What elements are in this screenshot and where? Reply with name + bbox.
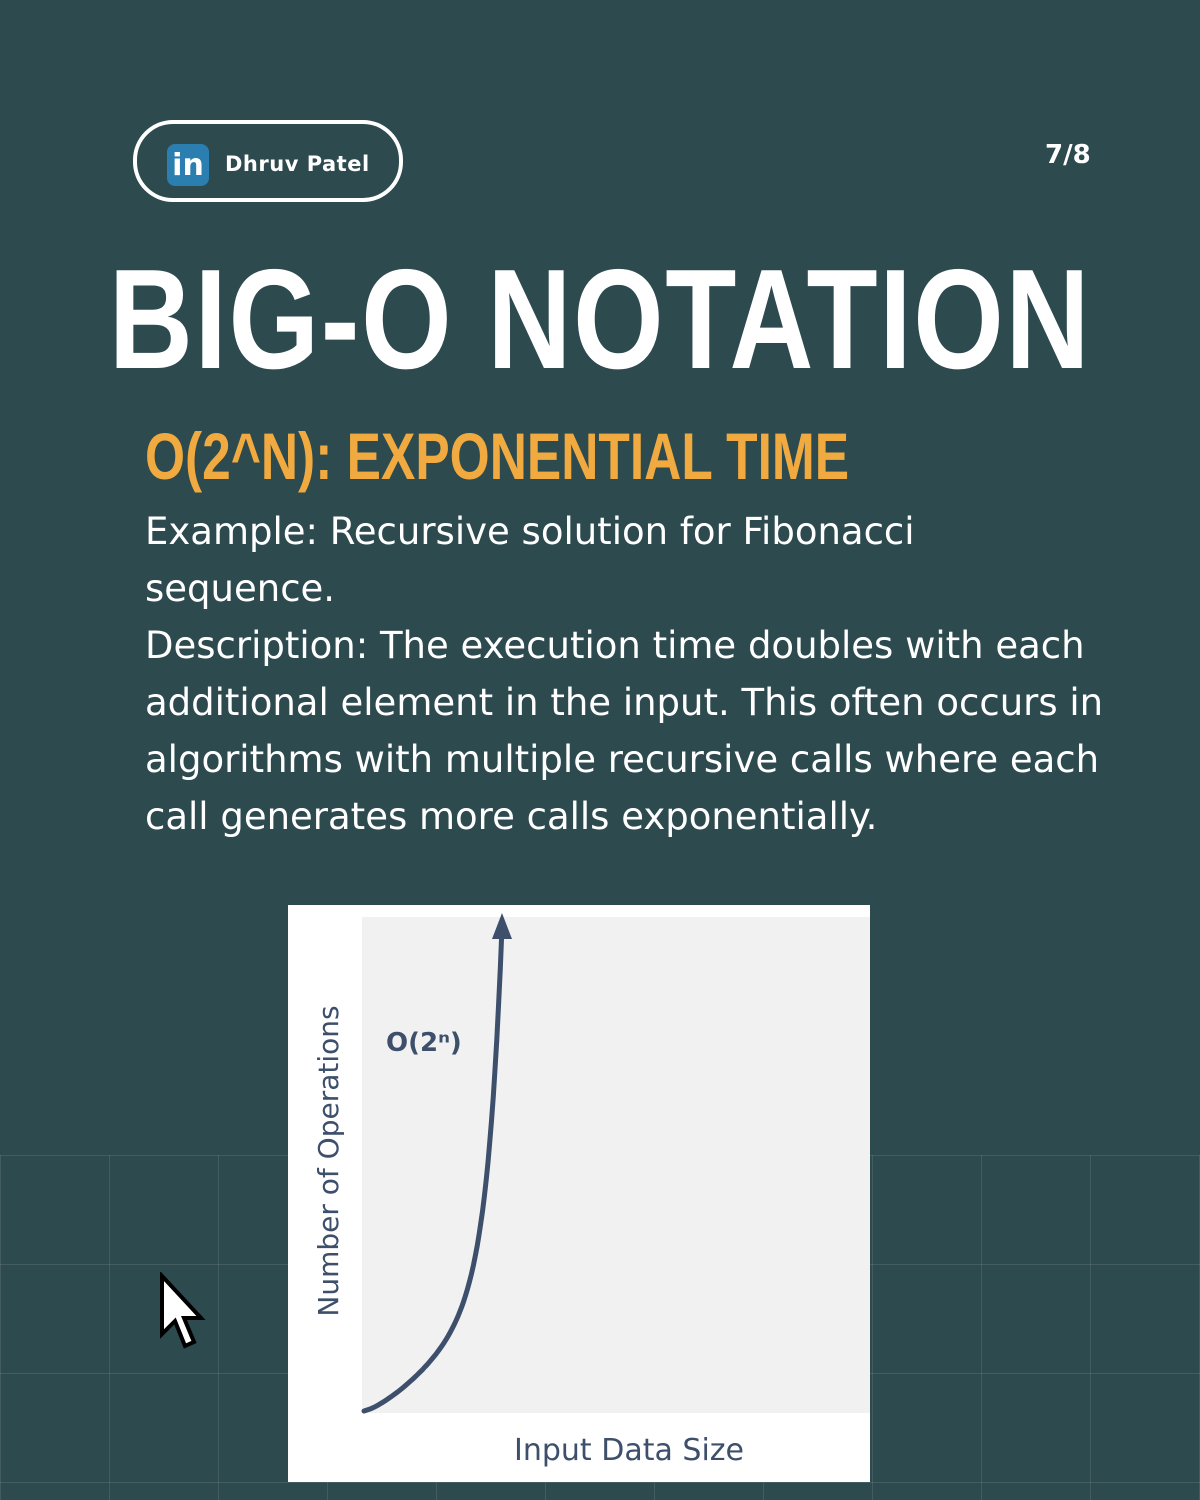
plot-area xyxy=(362,917,870,1413)
section-subtitle: O(2^N): EXPONENTIAL TIME xyxy=(145,419,850,493)
chart-svg: O(2ⁿ) Input Data Size Number of Operatio… xyxy=(312,913,870,1468)
author-name: Dhruv Patel xyxy=(225,152,370,176)
description-text: Description: The execution time doubles … xyxy=(145,624,1104,838)
page-indicator: 7/8 xyxy=(1045,140,1091,170)
example-text: Example: Recursive solution for Fibonacc… xyxy=(145,510,915,610)
y-axis-label: Number of Operations xyxy=(312,1005,345,1316)
body-text: Example: Recursive solution for Fibonacc… xyxy=(145,503,1105,845)
x-axis-label: Input Data Size xyxy=(514,1433,744,1468)
complexity-chart: O(2ⁿ) Input Data Size Number of Operatio… xyxy=(288,905,870,1482)
author-badge[interactable]: in Dhruv Patel xyxy=(133,120,403,202)
curve-arrowhead xyxy=(492,913,512,939)
page-title: BIG-O NOTATION xyxy=(108,240,1092,399)
arrow-cursor-icon xyxy=(160,1272,206,1349)
curve-label: O(2ⁿ) xyxy=(386,1028,462,1058)
linkedin-icon: in xyxy=(167,144,209,186)
series-curve xyxy=(361,924,505,1414)
